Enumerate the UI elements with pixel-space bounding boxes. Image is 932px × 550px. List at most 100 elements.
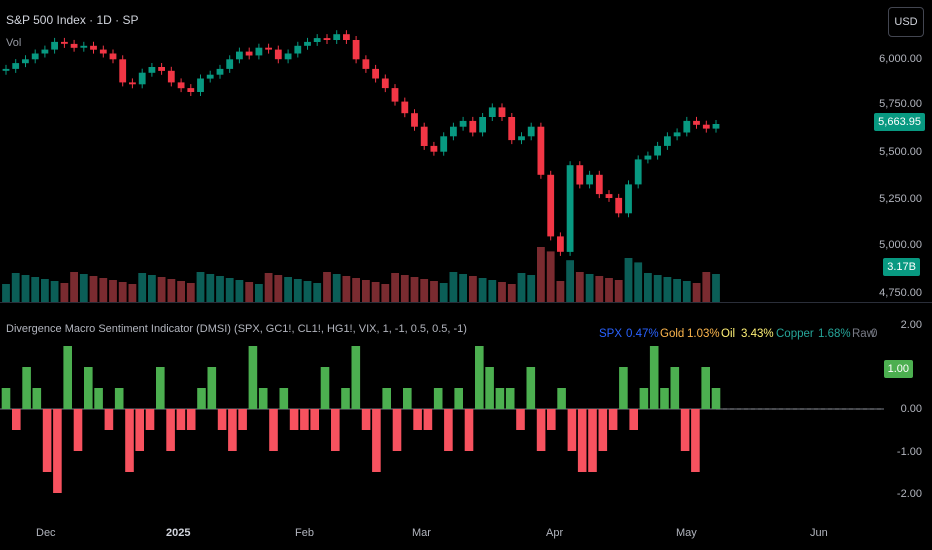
candle [508,117,516,141]
histogram-bar [361,409,371,430]
volume-bar [381,284,390,302]
volume-bar [410,277,419,302]
volume-bar [712,274,720,302]
last-volume-tag: 3.17B [883,258,920,276]
candle [352,40,360,60]
candle [31,53,39,60]
legend-copper-value: 1.68% [818,328,851,340]
volume-bar [109,280,117,302]
volume-bar [60,283,69,302]
candle [90,45,97,50]
ind-tick-neg1: -1.00 [896,446,922,458]
histogram-bar [84,367,93,409]
volume-bar [507,284,516,302]
candle [440,136,448,152]
volume-bar [342,276,351,302]
candle [479,117,486,133]
candle [654,145,661,156]
legend-oil-value: 3.43% [741,328,774,340]
histogram-bar [145,409,155,430]
candle [605,194,613,198]
histogram-bar [94,388,103,409]
candle [527,126,535,137]
candle [109,53,117,60]
histogram-bar [63,346,72,409]
candle [595,174,603,195]
volume-bar [439,283,448,302]
histogram-bar [197,388,206,409]
volume-bar [293,279,302,302]
candle [206,74,214,79]
histogram-bar [279,388,289,409]
volume-bar [323,272,331,302]
candle [712,124,720,129]
histogram-bar [248,346,258,409]
candle [236,51,243,60]
histogram-bar [701,367,710,409]
histogram-bar [289,409,299,430]
candle [343,34,350,40]
candle [245,51,253,56]
price-tick-5000: 5,000.00 [879,239,922,251]
volume-bar [196,272,205,302]
volume-bar [245,282,254,302]
volume-bar [148,275,156,302]
candle [664,136,671,146]
histogram-bar [269,409,278,451]
candle [158,67,165,71]
volume-label: Vol [6,37,22,49]
histogram-bar [53,409,62,493]
candle [255,47,263,56]
histogram-bar [660,388,669,409]
candle [488,107,496,117]
candle [693,120,700,125]
volume-bar [89,276,98,302]
volume-bar [575,272,584,302]
histogram-bar [608,409,618,430]
time-label-feb: Feb [295,527,314,539]
volume-bar [556,281,565,302]
candle [226,59,234,69]
volume-bar [206,274,215,302]
histogram-bar [382,388,391,409]
candle [420,126,428,146]
pane-divider[interactable] [0,302,932,303]
volume-bar [371,282,380,302]
time-label-mar: Mar [412,527,431,539]
histogram-bar [320,367,330,409]
volume-bar [517,273,526,302]
legend-gold-value: 1.03% [687,328,720,340]
candle [216,68,224,75]
volume-bar [595,276,604,302]
volume-bar [673,279,681,302]
histogram-bar [258,388,268,409]
candle [683,120,691,133]
histogram-bar [433,388,443,409]
histogram-bar [598,409,608,451]
indicator-title: Divergence Macro Sentiment Indicator (DM… [6,323,467,335]
volume-bar [663,277,672,302]
time-label-dec: Dec [36,527,56,539]
histogram-bar [1,388,11,409]
candle [80,45,88,48]
candle [119,59,127,83]
histogram-bar [413,409,422,430]
candle [265,47,272,50]
price-chart[interactable] [0,0,932,302]
histogram-bar [228,409,237,451]
volume-bar [644,273,652,302]
histogram-bar [166,409,175,451]
candle [625,184,632,214]
volume-bar [459,274,467,302]
volume-bar [653,275,662,302]
histogram-bar [485,367,494,409]
volume-bar [313,283,322,302]
candle [2,68,10,71]
histogram-bar [300,409,309,430]
candle [12,63,20,69]
volume-bar [682,281,691,302]
candle [70,43,78,48]
candle [459,120,467,127]
currency-button[interactable]: USD [888,7,924,37]
